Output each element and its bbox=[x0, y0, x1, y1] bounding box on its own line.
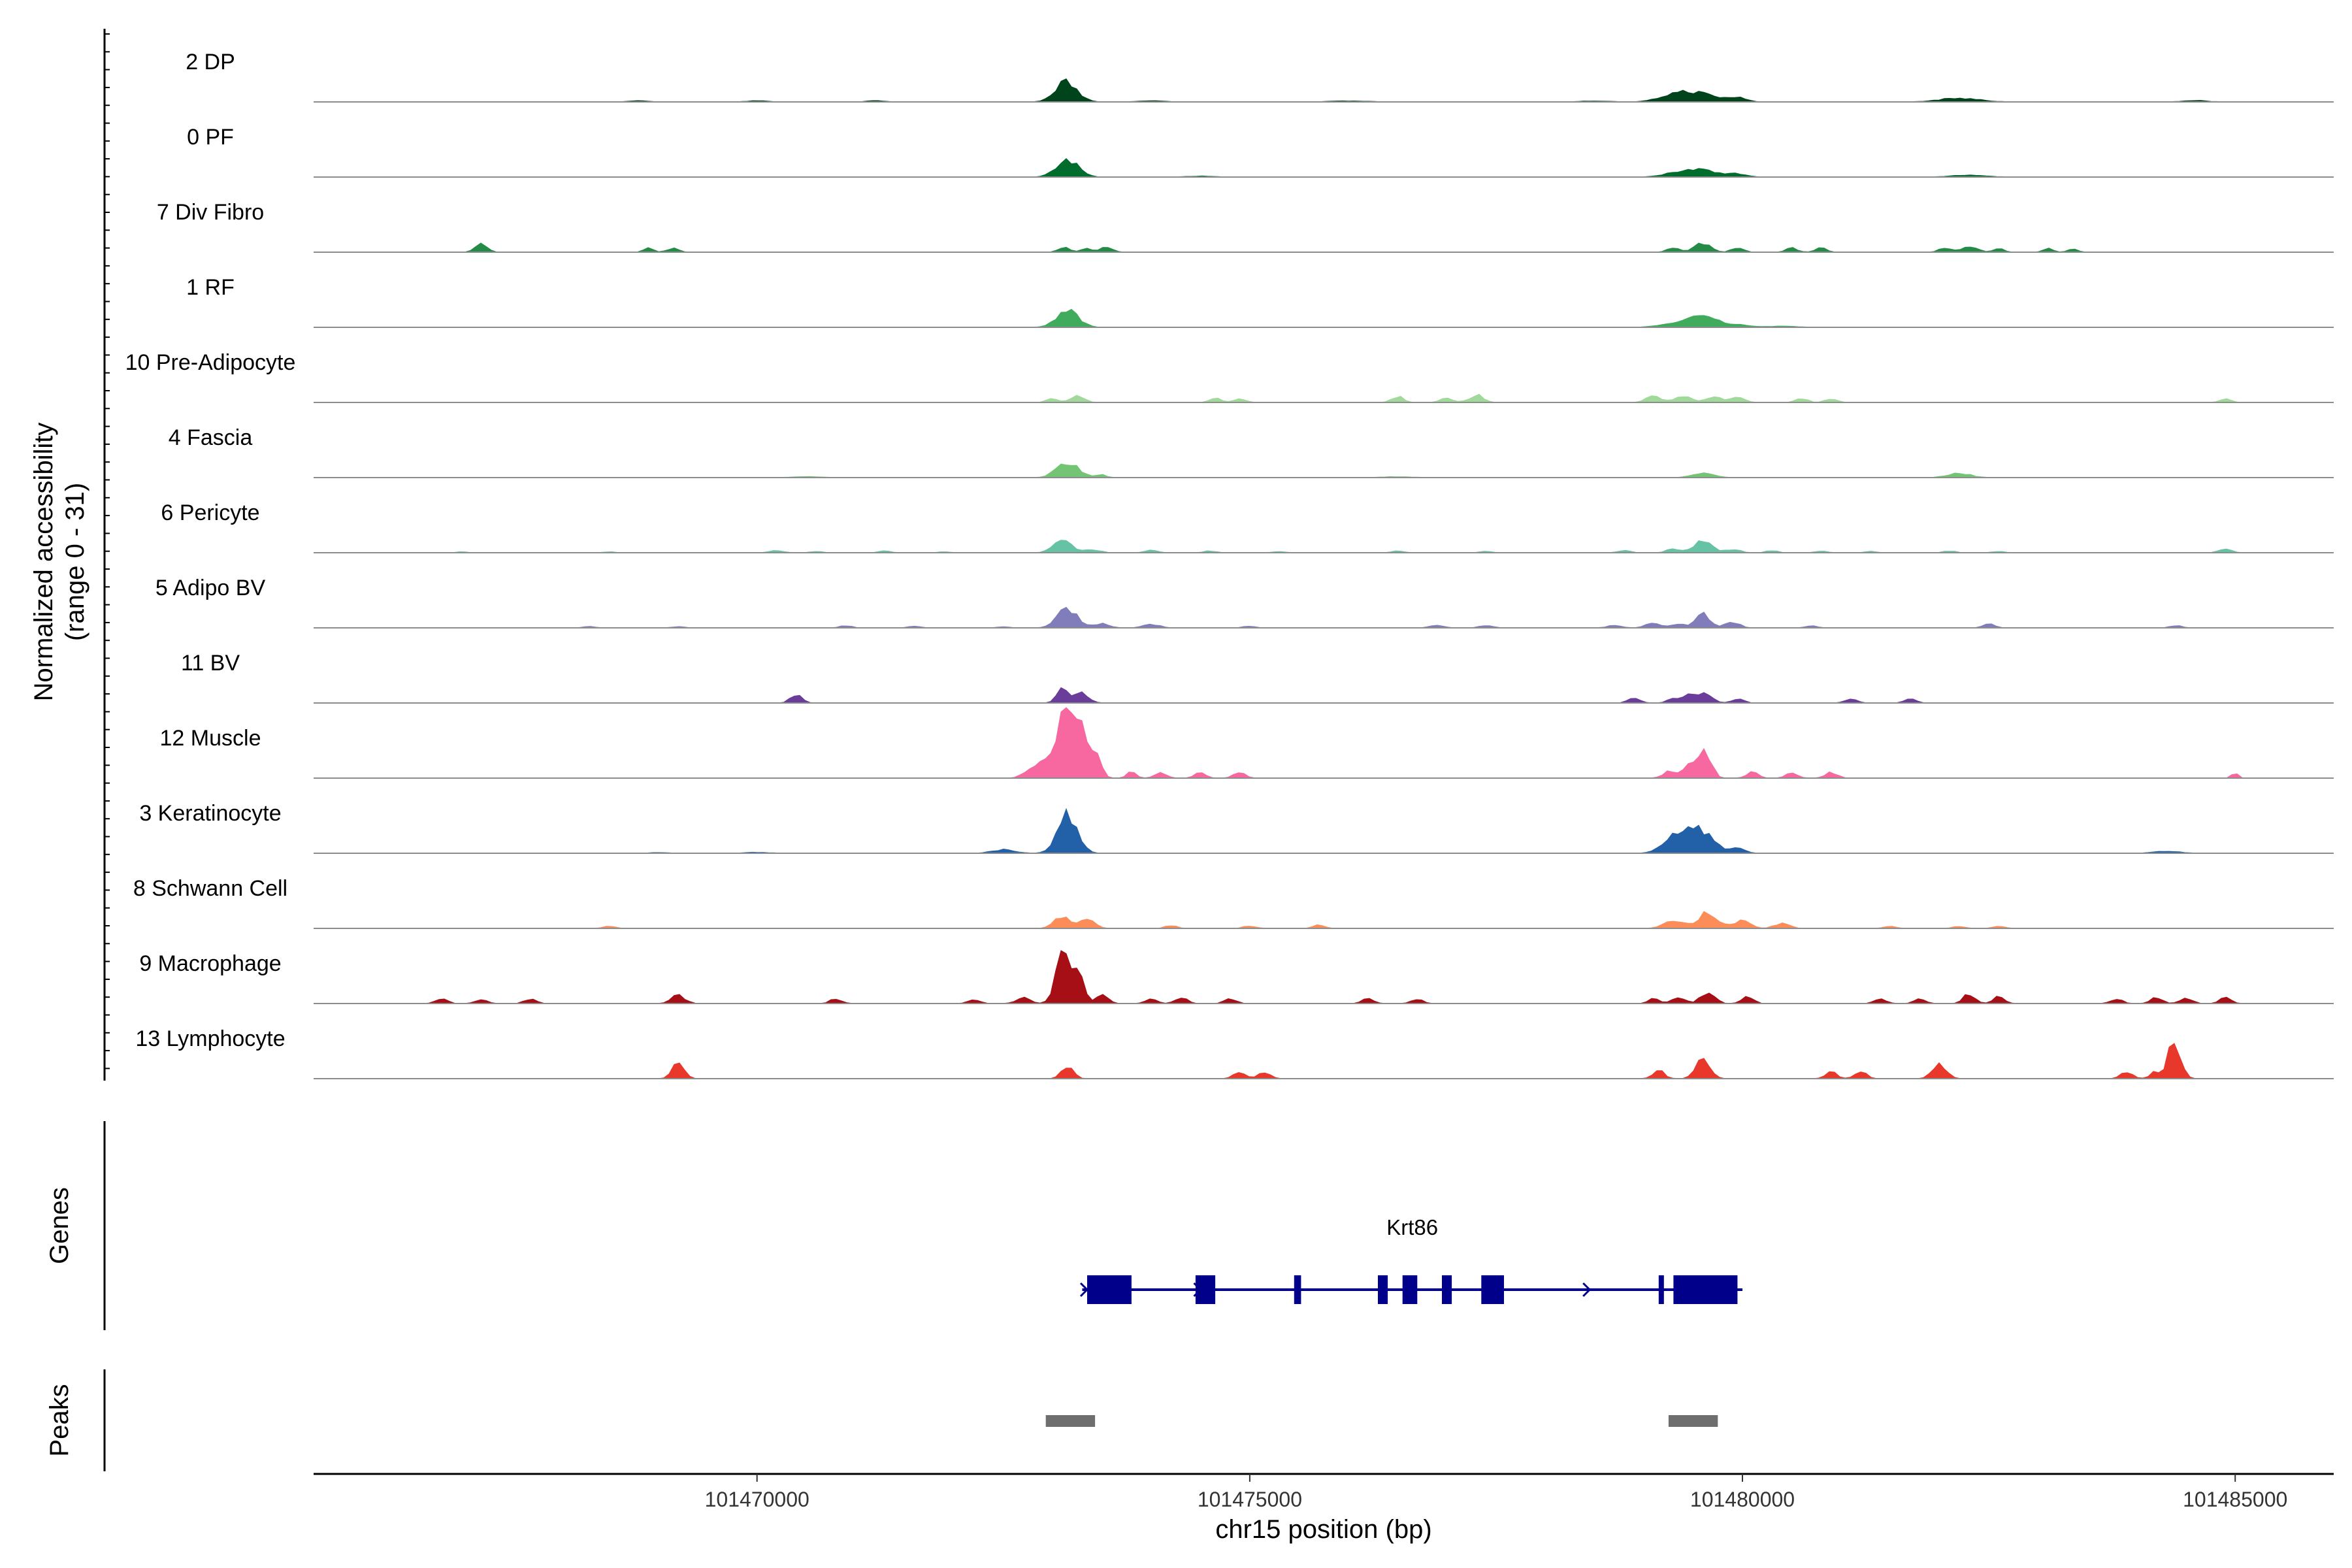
track-label: 4 Fascia bbox=[169, 425, 253, 450]
y-axis-title-range: (range 0 - 31) bbox=[61, 483, 90, 641]
track-label: 1 RF bbox=[186, 275, 235, 300]
peaks-panel: Peaks bbox=[45, 1369, 1718, 1471]
gene-exon bbox=[1087, 1275, 1132, 1304]
track-10-pre-adipocyte: 10 Pre-Adipocyte bbox=[125, 350, 2334, 403]
track-13-lymphocyte: 13 Lymphocyte bbox=[135, 1026, 2334, 1079]
track-1-rf: 1 RF bbox=[186, 275, 2334, 328]
strand-arrow bbox=[1079, 1282, 1089, 1298]
gene-exon bbox=[1442, 1275, 1452, 1304]
track-label: 7 Div Fibro bbox=[157, 200, 264, 225]
track-label: 9 Macrophage bbox=[139, 951, 281, 976]
gene-exon bbox=[1481, 1275, 1504, 1304]
x-axis: 101470000 101475000 101480000 101485000 chr… bbox=[314, 1473, 2334, 1544]
track-label: 13 Lymphocyte bbox=[135, 1026, 285, 1051]
track-label: 0 PF bbox=[187, 125, 234, 150]
track-4-fascia: 4 Fascia bbox=[169, 425, 2334, 478]
gene-exon bbox=[1658, 1275, 1664, 1304]
track-label: 5 Adipo BV bbox=[155, 576, 266, 600]
track-12-muscle: 12 Muscle bbox=[160, 707, 2334, 779]
strand-arrow bbox=[1380, 1282, 1390, 1298]
strand-arrow bbox=[1193, 1282, 1202, 1298]
y-axis-ticks bbox=[105, 33, 110, 1070]
track-3-keratinocyte: 3 Keratinocyte bbox=[139, 801, 2334, 854]
track-label: 2 DP bbox=[186, 50, 235, 74]
gene-exon bbox=[1402, 1275, 1418, 1304]
peak-regions bbox=[1045, 1415, 1718, 1427]
x-tick-label: 101475000 bbox=[1198, 1488, 1302, 1511]
track-0-pf: 0 PF bbox=[187, 125, 2334, 178]
track-2-dp: 2 DP bbox=[186, 50, 2334, 103]
gene-exon bbox=[1294, 1275, 1301, 1304]
y-axis bbox=[103, 29, 110, 1081]
track-label: 12 Muscle bbox=[160, 726, 261, 751]
peak-region bbox=[1045, 1415, 1096, 1427]
track-label: 8 Schwann Cell bbox=[133, 876, 287, 901]
peak-region bbox=[1668, 1415, 1718, 1427]
coverage-tracks: 2 DP 0 PF 7 Div Fibro 1 RF 10 Pre-Adipocyte 4… bbox=[125, 50, 2334, 1079]
track-11-bv: 11 BV bbox=[181, 651, 2334, 704]
track-label: 10 Pre-Adipocyte bbox=[125, 350, 296, 375]
x-tick-label: 101480000 bbox=[1690, 1488, 1795, 1511]
track-8-schwann-cell: 8 Schwann Cell bbox=[133, 876, 2334, 929]
x-axis-title: chr15 position (bp) bbox=[1215, 1515, 1431, 1544]
gene-name-label: Krt86 bbox=[1386, 1215, 1438, 1239]
x-axis-ticks: 101470000 101475000 101480000 101485000 bbox=[705, 1474, 2287, 1511]
gene-exon bbox=[1378, 1275, 1388, 1304]
track-label: 6 Pericyte bbox=[161, 500, 259, 525]
peaks-axis-label: Peaks bbox=[45, 1384, 74, 1456]
genes-panel: Genes Krt86 bbox=[45, 1121, 1743, 1330]
x-tick-label: 101470000 bbox=[705, 1488, 809, 1511]
strand-arrow bbox=[1582, 1282, 1592, 1298]
track-label: 3 Keratinocyte bbox=[139, 801, 281, 826]
track-5-adipo-bv: 5 Adipo BV bbox=[155, 576, 2334, 629]
y-axis-title-main: Normalized accessibility bbox=[29, 423, 58, 702]
gene-model-krt86 bbox=[1079, 1275, 1743, 1304]
gene-exon bbox=[1195, 1275, 1216, 1304]
gene-exon bbox=[1673, 1275, 1738, 1304]
track-label: 11 BV bbox=[181, 651, 240, 676]
track-6-pericyte: 6 Pericyte bbox=[161, 500, 2334, 553]
track-9-macrophage: 9 Macrophage bbox=[139, 950, 2334, 1004]
track-7-div-fibro: 7 Div Fibro bbox=[157, 200, 2334, 253]
x-tick-label: 101485000 bbox=[2183, 1488, 2287, 1511]
genes-axis-label: Genes bbox=[45, 1187, 74, 1264]
